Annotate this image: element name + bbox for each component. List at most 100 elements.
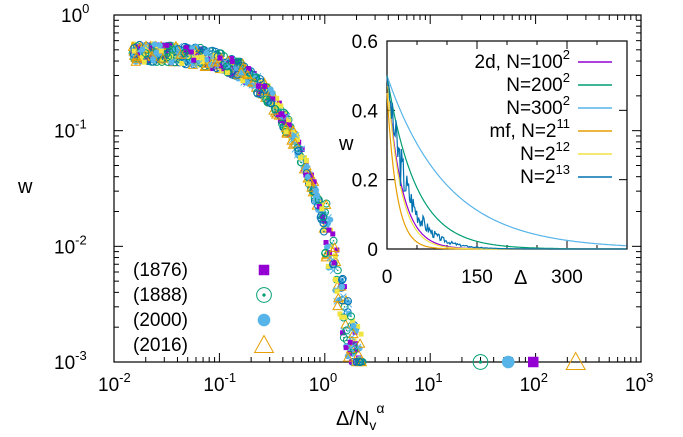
data-point	[343, 314, 349, 320]
data-point-dot	[318, 198, 320, 201]
main-axis-ticks: 10-2 10-1 100 101 102 103 100 10-1 10-2 10-3	[54, 1, 653, 396]
legend-marker	[256, 287, 272, 303]
data-point	[158, 48, 164, 54]
inset-legend-label: N=212	[520, 139, 570, 165]
data-point	[286, 134, 297, 145]
data-point	[303, 157, 309, 163]
inset-series-line	[386, 75, 627, 247]
data-point	[346, 350, 352, 356]
data-point	[224, 70, 230, 76]
data-point	[194, 55, 200, 61]
outlier-point	[472, 354, 489, 370]
data-point-dot	[297, 150, 300, 152]
data-point	[180, 48, 189, 57]
data-point	[256, 91, 262, 97]
data-point	[234, 61, 240, 67]
inset-axis-ticks: 0 150 300 0 0.2 0.4 0.6	[352, 32, 627, 288]
data-point	[153, 49, 160, 56]
data-point	[262, 83, 268, 89]
data-point	[348, 328, 359, 339]
inset-legend-label: N=2002	[506, 70, 570, 96]
data-point	[356, 358, 365, 366]
y-tick-label: 10-2	[54, 232, 87, 258]
data-point	[348, 359, 354, 365]
x-tick-label: 103	[625, 370, 653, 396]
data-point	[338, 284, 345, 291]
data-point	[203, 49, 210, 56]
inset-series-line	[386, 75, 627, 250]
data-point	[332, 292, 344, 303]
data-point	[179, 60, 185, 66]
main-data-points	[127, 40, 586, 371]
data-point	[338, 296, 347, 305]
inset-x-tick-label: 300	[551, 267, 583, 288]
data-point	[319, 212, 328, 221]
data-point	[331, 260, 337, 266]
data-point	[337, 311, 343, 317]
data-point	[291, 131, 299, 139]
main-legend-markers	[253, 264, 275, 354]
data-point	[203, 56, 210, 63]
legend-marker	[253, 334, 275, 354]
inset-x-axis-label: Δ	[514, 267, 527, 289]
data-point	[321, 218, 327, 224]
data-point	[321, 249, 330, 258]
data-point	[186, 54, 192, 60]
data-point	[147, 45, 153, 51]
data-point	[199, 60, 211, 71]
data-point	[293, 143, 302, 152]
data-point	[347, 344, 354, 352]
data-point	[267, 99, 276, 108]
main-x-axis-label-text: Δ/N	[336, 408, 369, 430]
data-point	[343, 297, 352, 306]
data-point-dot	[226, 65, 228, 68]
data-point-dot	[169, 44, 171, 47]
data-point-dot	[274, 108, 277, 111]
data-point	[269, 89, 276, 96]
y-tick-label: 100	[61, 1, 89, 27]
inset-legend-label: mf, N=211	[489, 116, 570, 142]
data-point	[342, 307, 350, 315]
data-point	[314, 192, 321, 199]
inset-series-lines	[386, 75, 627, 250]
data-point	[256, 90, 265, 99]
legend-label-1876: (1876)	[133, 260, 188, 281]
data-point	[298, 155, 304, 161]
data-point	[142, 42, 150, 50]
data-point	[317, 211, 326, 220]
inset-plot-frame	[386, 40, 628, 250]
data-point-dot	[281, 123, 283, 125]
legend-marker	[257, 313, 271, 327]
data-point-dot	[347, 300, 349, 302]
data-point-dot	[341, 278, 344, 280]
data-point	[285, 132, 291, 138]
data-point	[334, 247, 340, 253]
outlier-point	[501, 355, 515, 369]
data-point-dot	[171, 48, 174, 51]
data-point	[339, 314, 345, 320]
data-point-dot	[167, 56, 169, 58]
data-point-dot	[350, 315, 352, 318]
data-point	[217, 55, 223, 61]
data-point	[271, 105, 280, 114]
data-point	[302, 155, 308, 161]
data-point	[304, 173, 311, 180]
main-plot-frame	[113, 14, 642, 363]
data-point	[221, 58, 229, 65]
data-point	[159, 58, 165, 64]
data-point	[329, 242, 341, 252]
data-point-dot	[184, 63, 187, 66]
data-point	[321, 226, 327, 232]
data-point	[199, 59, 205, 65]
data-point-dot	[270, 102, 272, 105]
data-point	[261, 93, 267, 99]
x-tick-label: 100	[309, 370, 337, 396]
data-point	[231, 71, 237, 77]
legend-label-1888: (1888)	[133, 285, 188, 306]
inset-legend-label: N=213	[520, 162, 570, 188]
data-point	[306, 181, 312, 187]
data-point	[355, 323, 361, 329]
data-point-dot	[343, 306, 346, 308]
data-point	[130, 56, 142, 66]
inset-legend-label: 2d, N=1002	[475, 47, 570, 73]
